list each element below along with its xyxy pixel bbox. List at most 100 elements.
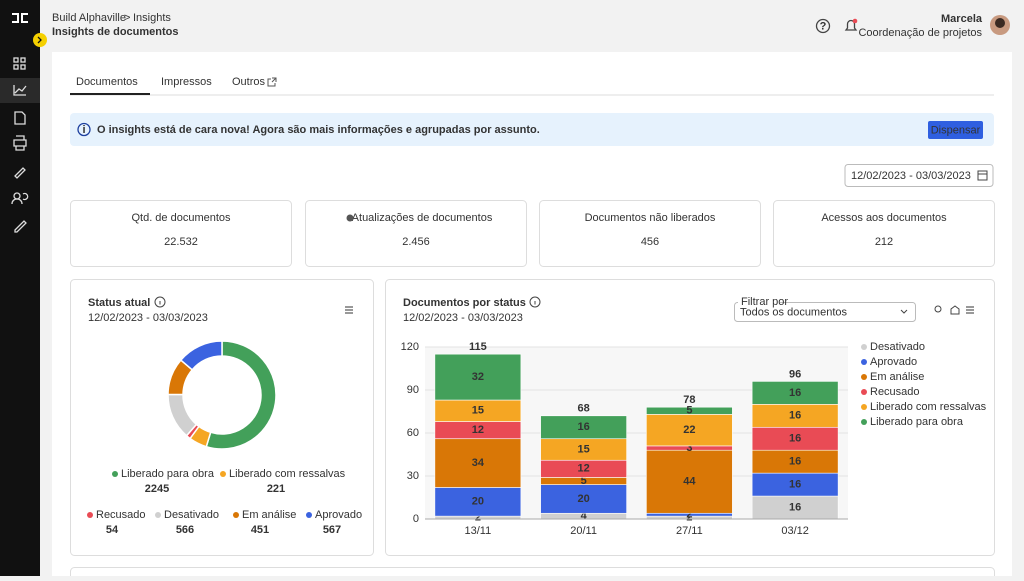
bar-value-label: 2: [686, 509, 692, 521]
legend-label: Liberado com ressalvas: [229, 468, 346, 480]
filter-value: Todos os documentos: [740, 306, 848, 318]
bar-segment: [646, 414, 733, 447]
legend-dot: [87, 512, 93, 518]
banner: [70, 113, 994, 146]
bar-value-label: 4: [581, 510, 588, 522]
tab[interactable]: Impressos: [161, 76, 212, 88]
bar-value-label: 16: [789, 479, 801, 491]
legend-dot: [861, 404, 867, 410]
bar-value-label: 16: [789, 410, 801, 422]
bar-value-label: 15: [472, 405, 484, 417]
bar-value-label: 44: [683, 476, 696, 488]
tab[interactable]: Documentos: [76, 76, 138, 88]
bar-value-label: 20: [578, 493, 590, 505]
x-tick-label: 03/12: [781, 525, 809, 537]
external-icon: [267, 77, 277, 87]
breadcrumb[interactable]: Build Alphaville: [52, 12, 126, 24]
bar-segment: [540, 415, 627, 440]
chart-subtitle: 12/02/2023 - 03/03/2023: [403, 312, 523, 324]
legend-label[interactable]: Em análise: [870, 371, 924, 383]
bar-value-label: 16: [578, 421, 590, 433]
page-title: Insights de documentos: [52, 26, 179, 38]
home-icon[interactable]: [950, 305, 960, 315]
chart-title: Status atual: [88, 297, 150, 309]
select-arrow: [900, 309, 908, 314]
legend-dot: [861, 344, 867, 350]
legend-label: Liberado para obra: [121, 468, 215, 480]
bar-value-label: 5: [686, 405, 692, 417]
dismiss-label: Dispensar: [931, 124, 981, 136]
legend-value: 451: [251, 524, 269, 536]
bar-total-label: 115: [469, 341, 487, 353]
kpi-card: [773, 200, 995, 267]
legend-label[interactable]: Recusado: [870, 386, 920, 398]
bar-value-label: 32: [472, 371, 484, 383]
legend-dot: [861, 359, 867, 365]
bar-value-label: 12: [472, 424, 484, 436]
legend-label: Aprovado: [315, 509, 362, 521]
bar-segment: [434, 353, 522, 401]
card: [70, 567, 995, 581]
dismiss-button[interactable]: [928, 121, 983, 139]
notification-icon[interactable]: [844, 19, 858, 31]
bar-segment: [540, 484, 627, 514]
donut-slice: [179, 340, 223, 371]
date-picker[interactable]: [844, 164, 994, 187]
bar-value-label: 5: [581, 475, 587, 487]
bar-value-label: 16: [789, 387, 801, 399]
bar-value-label: 22: [683, 424, 695, 436]
sidebar-icons: [0, 13, 40, 233]
legend-label[interactable]: Aprovado: [870, 356, 917, 368]
kpi-value: 456: [641, 236, 659, 248]
legend-label[interactable]: Liberado com ressalvas: [870, 401, 987, 413]
help-icon[interactable]: [815, 18, 831, 34]
bar-total-label: 96: [789, 368, 801, 380]
y-tick-label: 30: [407, 470, 419, 482]
legend-value: 2245: [145, 483, 169, 495]
legend-dot: [155, 512, 161, 518]
collapse-button[interactable]: [33, 33, 47, 47]
legend-label[interactable]: Liberado para obra: [870, 416, 964, 428]
legend-label[interactable]: Desativado: [870, 341, 925, 353]
kpi-card: [70, 200, 292, 267]
filter-label: Filtrar por: [741, 296, 788, 308]
info-icon: [77, 122, 91, 137]
kpi-value: 212: [875, 236, 893, 248]
legend-dot: [861, 389, 867, 395]
user-role: Coordenação de projetos: [858, 27, 982, 39]
breadcrumb[interactable]: Insights: [133, 12, 171, 24]
legend-dot: [112, 471, 118, 477]
chart-title: Documentos por status: [403, 297, 526, 309]
bar-value-label: 16: [789, 433, 801, 445]
kpi-card: [305, 200, 527, 267]
y-tick-label: 60: [407, 427, 419, 439]
bar-value-label: 2: [686, 511, 692, 523]
zoom-icon[interactable]: [934, 305, 942, 313]
bar-value-label: 12: [578, 463, 590, 475]
x-tick-label: 27/11: [676, 525, 703, 537]
legend-value: 221: [267, 483, 285, 495]
kpi-label: Qtd. de documentos: [131, 212, 231, 224]
x-tick-label: 13/11: [465, 525, 492, 537]
x-tick-label: 20/11: [570, 525, 597, 537]
bar-segment: [434, 487, 522, 517]
help-mark: ?: [820, 20, 827, 32]
filter-select[interactable]: [734, 302, 916, 322]
kpi-label: Atualizações de documentos: [352, 212, 493, 224]
legend-label: Em análise: [242, 509, 296, 521]
y-tick-label: 0: [413, 513, 419, 525]
legend-dot: [220, 471, 226, 477]
legend-dot: [861, 374, 867, 380]
kpi-label: Documentos não liberados: [585, 212, 716, 224]
user-name: Marcela: [941, 13, 983, 25]
legend-dot: [233, 512, 239, 518]
chart-subtitle: 12/02/2023 - 03/03/2023: [88, 312, 208, 324]
bar-value-label: 16: [789, 456, 801, 468]
banner-text: O insights está de cara nova! Agora são …: [97, 124, 540, 136]
legend-value: 566: [176, 524, 194, 536]
date-range: 12/02/2023 - 03/03/2023: [851, 170, 971, 182]
legend-dot: [306, 512, 312, 518]
y-tick-label: 120: [401, 341, 419, 353]
kpi-value: 22.532: [164, 236, 198, 248]
tab[interactable]: Outros: [232, 76, 266, 88]
